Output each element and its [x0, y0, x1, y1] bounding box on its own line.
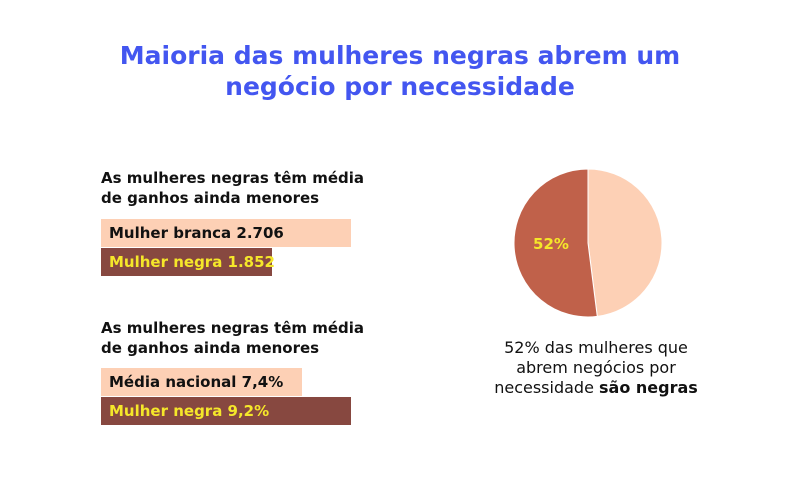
rate-chart-title-line-1: As mulheres negras têm média [101, 319, 365, 337]
pie-caption-bold: são negras [599, 378, 698, 397]
earnings-chart-title: As mulheres negras têm média de ganhos a… [101, 168, 431, 208]
title-line-2: negócio por necessidade [225, 72, 575, 101]
pie-slice-label: 52% [533, 235, 569, 253]
bar-label: Média nacional 7,4% [109, 373, 284, 391]
pie-slice-negras [513, 168, 598, 318]
bar-mulher-branca-earnings: Mulher branca 2.706 [101, 219, 351, 247]
pie-caption: 52% das mulheres que abrem negócios por … [460, 338, 732, 398]
rate-chart-title-line-2: de ganhos ainda menores [101, 339, 320, 357]
bar-label: Mulher branca 2.706 [109, 224, 284, 242]
earnings-chart-title-line-2: de ganhos ainda menores [101, 189, 320, 207]
bar-mulher-negra-rate: Mulher negra 9,2% [101, 397, 351, 425]
pie-caption-normal: necessidade [494, 378, 599, 397]
rate-chart-title: As mulheres negras têm média de ganhos a… [101, 318, 431, 358]
bar-label: Mulher negra 9,2% [109, 402, 270, 420]
pie-chart: 52% [513, 168, 663, 318]
pie-chart-svg: 52% [513, 168, 663, 318]
earnings-chart-title-line-1: As mulheres negras têm média [101, 169, 365, 187]
pie-caption-line-2: abrem negócios por [516, 358, 676, 377]
pie-caption-line-1: 52% das mulheres que [504, 338, 688, 357]
title-line-1: Maioria das mulheres negras abrem um [119, 41, 681, 70]
pie-caption-line-3: necessidade são negras [460, 378, 732, 398]
bar-media-nacional: Média nacional 7,4% [101, 368, 302, 396]
bar-mulher-negra-earnings: Mulher negra 1.852 [101, 248, 275, 276]
pie-slice-outras [587, 168, 663, 317]
page-title: Maioria das mulheres negras abrem um neg… [0, 40, 800, 102]
bar-label: Mulher negra 1.852 [109, 253, 275, 271]
